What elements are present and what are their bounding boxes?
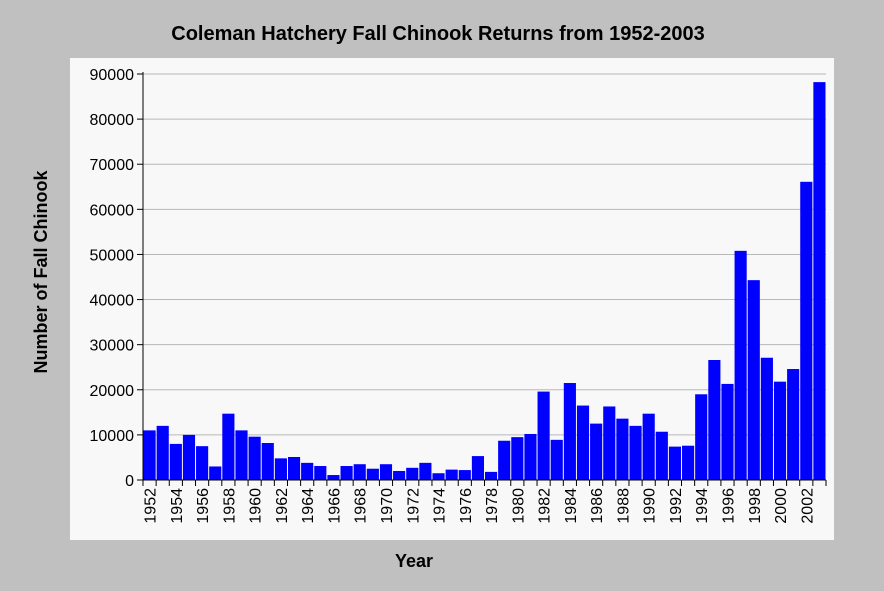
y-tick-label: 90000 bbox=[90, 67, 135, 84]
x-tick-label: 1954 bbox=[169, 488, 186, 524]
x-tick-label: 1978 bbox=[484, 488, 501, 524]
bar-2003 bbox=[813, 82, 826, 481]
bar-1989 bbox=[629, 425, 642, 480]
x-tick-label: 1982 bbox=[537, 488, 554, 524]
x-tick-label: 1976 bbox=[458, 488, 475, 524]
bar-1964 bbox=[301, 462, 314, 480]
bar-1963 bbox=[287, 456, 301, 480]
bar-1960 bbox=[248, 436, 261, 480]
x-tick-label: 1988 bbox=[615, 488, 632, 524]
x-tick-label: 1994 bbox=[694, 488, 711, 524]
bar-1957 bbox=[209, 466, 222, 480]
x-tick-label: 1964 bbox=[300, 488, 317, 524]
bar-1954 bbox=[169, 443, 182, 480]
bar-1985 bbox=[576, 405, 590, 480]
y-tick-label: 10000 bbox=[90, 428, 135, 445]
bar-1958 bbox=[222, 413, 235, 480]
x-tick-label: 1956 bbox=[195, 488, 212, 524]
bar-1996 bbox=[721, 383, 734, 480]
x-axis-label: Year bbox=[395, 551, 433, 571]
bar-1980 bbox=[511, 437, 524, 480]
bar-1987 bbox=[603, 406, 616, 480]
x-tick-label: 1986 bbox=[589, 488, 606, 524]
bar-2001 bbox=[787, 369, 800, 480]
gridlines bbox=[143, 73, 826, 436]
y-tick-label: 50000 bbox=[90, 247, 135, 264]
bar-1953 bbox=[156, 425, 169, 480]
bar-1991 bbox=[655, 431, 668, 480]
bar-1975 bbox=[445, 469, 458, 480]
x-tick-label: 1968 bbox=[353, 488, 370, 524]
bar-1981 bbox=[524, 433, 537, 480]
bar-1979 bbox=[498, 440, 511, 480]
bar-1994 bbox=[695, 394, 708, 480]
bar-1984 bbox=[563, 383, 576, 480]
bar-1962 bbox=[274, 458, 287, 480]
y-tick-label: 40000 bbox=[90, 293, 135, 310]
y-tick-label: 30000 bbox=[90, 338, 135, 355]
y-tick-label: 60000 bbox=[90, 202, 135, 219]
bar-1966 bbox=[327, 475, 340, 480]
x-tick-label: 1958 bbox=[221, 488, 238, 524]
bar-1974 bbox=[432, 473, 445, 480]
bar-1969 bbox=[366, 468, 379, 480]
bar-1961 bbox=[261, 443, 274, 480]
x-tick-label: 1974 bbox=[432, 488, 449, 524]
x-tick-label: 1990 bbox=[642, 488, 659, 524]
bar-1959 bbox=[235, 430, 248, 480]
bar-1997 bbox=[734, 250, 747, 480]
bar-1988 bbox=[616, 418, 629, 480]
x-tick-label: 1970 bbox=[379, 488, 396, 524]
bar-1986 bbox=[590, 423, 603, 480]
bar-1965 bbox=[314, 466, 327, 480]
chart-title: Coleman Hatchery Fall Chinook Returns fr… bbox=[171, 23, 705, 45]
axes bbox=[137, 72, 827, 486]
x-tick-label: 1966 bbox=[327, 488, 344, 524]
y-tick-labels: 0 10000 20000 30000 40000 50000 60000 70000 8000… bbox=[90, 67, 135, 490]
bar-1982 bbox=[537, 391, 550, 480]
bar-1970 bbox=[379, 464, 393, 480]
bar-2002 bbox=[800, 181, 813, 480]
y-axis-label: Number of Fall Chinook bbox=[31, 170, 51, 374]
x-tick-label: 2002 bbox=[799, 488, 816, 524]
bar-1968 bbox=[353, 464, 366, 480]
bar-1971 bbox=[393, 470, 406, 480]
bar-1977 bbox=[471, 456, 484, 480]
bar-1995 bbox=[708, 360, 721, 480]
bar-1999 bbox=[760, 357, 773, 480]
y-tick-label: 0 bbox=[125, 473, 134, 490]
y-tick-label: 70000 bbox=[90, 157, 135, 174]
bar-1972 bbox=[406, 467, 419, 480]
bar-2000 bbox=[773, 381, 787, 480]
x-tick-label: 1960 bbox=[248, 488, 265, 524]
x-tick-label: 1980 bbox=[510, 488, 527, 524]
bar-1976 bbox=[458, 470, 471, 480]
y-tick-label: 20000 bbox=[90, 383, 135, 400]
bar-1998 bbox=[747, 280, 760, 480]
bar-1952 bbox=[143, 430, 156, 480]
bar-1993 bbox=[682, 445, 695, 480]
bar-1956 bbox=[196, 446, 209, 480]
x-tick-label: 1996 bbox=[721, 488, 738, 524]
x-tick-label: 1998 bbox=[747, 488, 764, 524]
bar-1973 bbox=[419, 462, 432, 480]
x-tick-label: 1972 bbox=[405, 488, 422, 524]
x-tick-label: 1984 bbox=[563, 488, 580, 524]
bar-1992 bbox=[668, 446, 682, 480]
x-tick-label: 2000 bbox=[773, 488, 790, 524]
bar-1978 bbox=[485, 471, 498, 480]
x-tick-label: 1992 bbox=[668, 488, 685, 524]
bar-1983 bbox=[550, 439, 563, 480]
y-tick-label: 80000 bbox=[90, 112, 135, 129]
x-tick-label: 1952 bbox=[143, 488, 160, 524]
x-tick-label: 1962 bbox=[274, 488, 291, 524]
x-tick-labels: 1952 1954 1956 1958 1960 1962 1964 1966 1968 1970… bbox=[143, 488, 817, 524]
bar-1967 bbox=[340, 466, 353, 480]
bars bbox=[143, 82, 826, 481]
bar-1955 bbox=[182, 434, 196, 480]
bar-1990 bbox=[642, 413, 655, 480]
